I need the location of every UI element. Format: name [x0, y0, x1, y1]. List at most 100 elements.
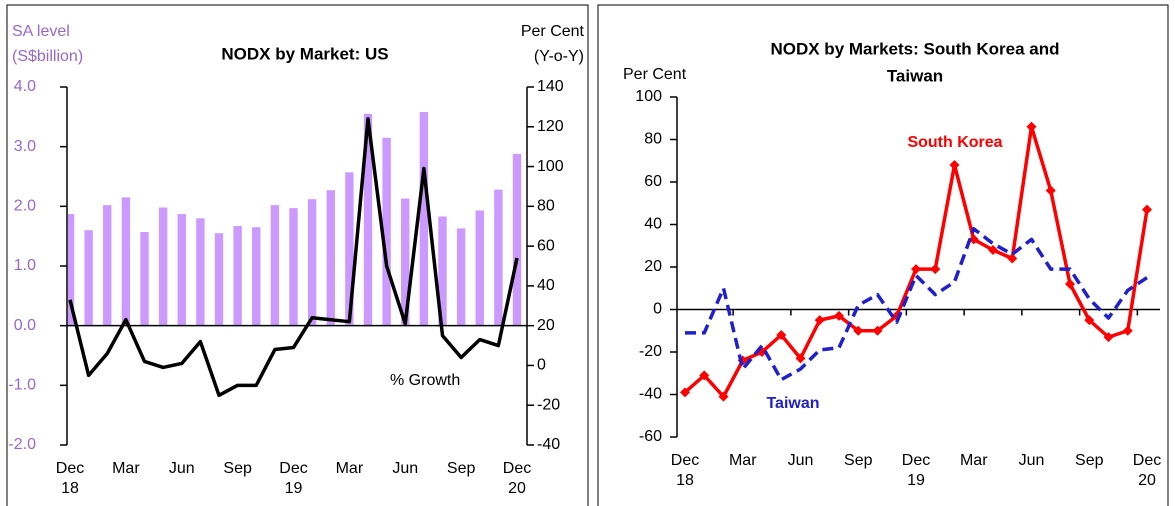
bar	[103, 205, 112, 326]
bar	[438, 216, 447, 326]
series-label: South Korea	[907, 134, 1002, 151]
data-point	[1103, 332, 1114, 343]
x-tick-label: Jun	[169, 460, 195, 477]
x-tick-label: Dec	[671, 452, 699, 469]
x-tick-label: Sep	[1075, 452, 1104, 469]
y2-tick-label: 120	[537, 118, 564, 135]
data-point	[814, 315, 825, 326]
chart-title: Taiwan	[887, 66, 943, 85]
x-tick-label: Dec	[902, 452, 930, 469]
data-point	[853, 325, 864, 336]
y-tick-label: 100	[635, 88, 662, 105]
x-year-label: 18	[61, 480, 79, 497]
x-year-label: 19	[285, 480, 303, 497]
x-tick-label: Dec	[56, 460, 84, 477]
x-year-label: 20	[1138, 472, 1156, 489]
bar	[84, 230, 93, 326]
data-line	[68, 117, 519, 398]
y-tick-label: 60	[644, 173, 662, 190]
y2-axis-label: Per Cent	[521, 23, 585, 40]
bar	[494, 189, 503, 326]
bar	[158, 207, 168, 326]
chart-title: NODX by Markets: South Korea and	[770, 39, 1059, 58]
x-tick-label: Sep	[447, 460, 476, 477]
series-label: % Growth	[390, 372, 460, 389]
x-year-label: 19	[907, 472, 925, 489]
bar	[121, 197, 131, 326]
data-point	[1084, 315, 1095, 326]
x-tick-label: Mar	[112, 460, 140, 477]
data-point	[1065, 279, 1075, 289]
y2-tick-label: 140	[537, 78, 564, 95]
data-point	[795, 353, 806, 364]
y-tick-label: -60	[639, 428, 662, 445]
bar	[456, 228, 466, 326]
x-tick-label: Jun	[788, 452, 814, 469]
bar	[401, 198, 410, 326]
y-tick-label: -1.0	[8, 377, 36, 394]
y-axis-label: SA level	[12, 23, 70, 40]
data-point	[949, 160, 960, 170]
data-point	[680, 387, 690, 398]
y-tick-label: 40	[644, 216, 662, 233]
bar	[419, 112, 429, 326]
data-line	[683, 125, 1149, 399]
y-tick-label: 80	[644, 131, 662, 148]
data-point	[968, 234, 979, 245]
y2-tick-label: 80	[537, 198, 555, 215]
chart-title: NODX by Market: US	[221, 44, 388, 63]
data-line	[685, 227, 1148, 382]
data-point	[930, 264, 941, 275]
data-point	[718, 391, 729, 402]
y-tick-label: 20	[644, 258, 662, 275]
y2-tick-label: -40	[537, 436, 560, 453]
bar	[345, 172, 354, 326]
x-tick-label: Dec	[1133, 452, 1161, 469]
y-tick-label: -2.0	[8, 436, 36, 453]
bar	[512, 153, 522, 326]
series-label: Taiwan	[766, 395, 819, 412]
bar	[307, 199, 317, 326]
y-tick-label: 0.0	[14, 317, 36, 334]
y-tick-label: -20	[639, 343, 662, 360]
bar	[177, 214, 186, 326]
x-year-label: 20	[508, 480, 526, 497]
y-tick-label: 3.0	[14, 138, 36, 155]
bar	[475, 210, 484, 326]
bar	[196, 218, 205, 326]
y-tick-label: 1.0	[14, 257, 36, 274]
y-tick-label: -40	[639, 386, 662, 403]
data-point	[1045, 185, 1056, 196]
bar	[289, 208, 298, 326]
y-tick-label: 4.0	[14, 78, 36, 95]
bar	[270, 205, 280, 326]
bar	[382, 137, 391, 326]
data-point	[699, 370, 710, 381]
x-tick-label: Sep	[844, 452, 873, 469]
y2-tick-label: -20	[537, 396, 560, 413]
data-point	[776, 330, 787, 340]
x-tick-label: Sep	[223, 460, 252, 477]
data-point	[1122, 325, 1133, 336]
x-tick-label: Mar	[960, 452, 988, 469]
x-tick-label: Dec	[503, 460, 531, 477]
x-tick-label: Mar	[729, 452, 757, 469]
bar	[326, 190, 335, 326]
y-axis-label: (S$billion)	[12, 48, 83, 65]
y-axis-label: Per Cent	[623, 66, 687, 83]
data-point	[1007, 253, 1018, 264]
data-point	[1142, 204, 1152, 215]
y2-tick-label: 0	[537, 357, 546, 374]
data-point	[872, 325, 883, 336]
y2-axis-label: (Y-o-Y)	[534, 48, 584, 65]
y-tick-label: 0	[653, 301, 662, 318]
y2-tick-label: 60	[537, 237, 555, 254]
y2-tick-label: 20	[537, 317, 555, 334]
bar	[252, 227, 261, 326]
bar	[214, 233, 224, 326]
y2-tick-label: 40	[537, 277, 555, 294]
data-point	[834, 310, 844, 321]
y2-tick-label: 100	[537, 158, 564, 175]
x-tick-label: Dec	[279, 460, 307, 477]
